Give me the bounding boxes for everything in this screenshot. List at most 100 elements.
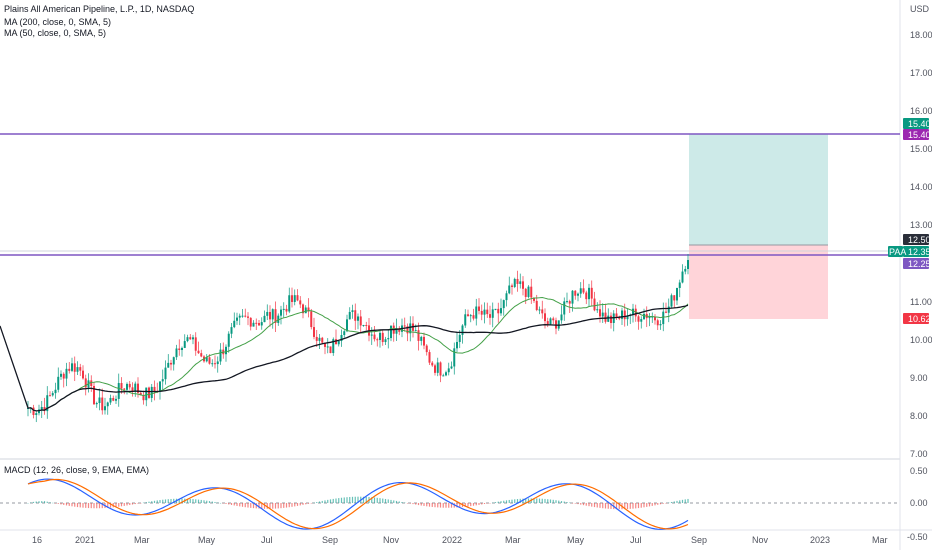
macd-bar xyxy=(409,503,411,504)
candle-body xyxy=(225,346,227,355)
candle-body xyxy=(280,309,282,316)
price-tag-resistance-lower: 12.25 xyxy=(903,258,931,269)
candle-body xyxy=(285,308,288,312)
candle-body xyxy=(68,368,71,371)
candle-body xyxy=(161,379,164,382)
macd-bar xyxy=(599,503,601,508)
macd-bar xyxy=(214,501,216,503)
candle-body xyxy=(236,317,238,321)
candle-body xyxy=(274,309,277,323)
candle-body xyxy=(505,293,508,301)
ma50-legend[interactable]: MA (50, close, 0, SMA, 5) xyxy=(4,28,107,38)
macd-bar xyxy=(115,503,117,508)
macd-bar xyxy=(280,503,282,509)
macd-bar xyxy=(203,500,205,503)
macd-bar xyxy=(283,503,285,508)
macd-bar xyxy=(294,503,296,507)
candle-body xyxy=(277,315,280,323)
macd-bar xyxy=(335,498,337,503)
macd-bar xyxy=(456,503,458,508)
macd-bar xyxy=(376,497,378,503)
candle-body xyxy=(439,362,442,376)
macd-bar xyxy=(404,502,406,504)
price-tick: 15.00 xyxy=(910,144,932,154)
candle-body xyxy=(370,334,373,336)
macd-bar xyxy=(170,498,172,503)
macd-bar xyxy=(38,501,40,503)
macd-bar xyxy=(148,501,150,503)
time-tick: 2022 xyxy=(442,535,462,545)
macd-bar xyxy=(181,498,183,503)
time-axis[interactable]: 16 2021 Mar May Jul Sep Nov 2022 Mar May… xyxy=(32,535,888,545)
macd-bar xyxy=(439,503,442,508)
ma50-line xyxy=(49,296,689,408)
macd-bar xyxy=(626,503,629,510)
macd-bar xyxy=(63,503,65,505)
candle-body xyxy=(563,301,566,315)
macd-bar xyxy=(489,503,491,504)
loss-zone[interactable] xyxy=(689,245,828,319)
macd-bar xyxy=(382,498,384,503)
candle-body xyxy=(101,397,104,411)
macd-bar xyxy=(101,503,103,509)
candle-body xyxy=(181,347,183,351)
macd-bar xyxy=(247,503,249,508)
candle-body xyxy=(183,341,186,348)
profit-zone[interactable] xyxy=(689,134,828,245)
price-tick: 16.00 xyxy=(910,106,932,116)
candle-body xyxy=(678,282,681,288)
chart-title[interactable]: Plains All American Pipeline, L.P., 1D, … xyxy=(4,4,195,14)
macd-bar xyxy=(222,503,224,504)
candle-body xyxy=(238,315,241,318)
candle-body xyxy=(546,321,549,325)
candle-body xyxy=(32,407,35,416)
candle-body xyxy=(681,271,684,283)
price-tag-entry: 12.50 xyxy=(903,234,931,245)
candle-body xyxy=(511,285,513,287)
macd-bar xyxy=(684,499,686,503)
macd-bar xyxy=(233,503,235,506)
macd-axis[interactable]: 0.50 0.00 -0.50 xyxy=(907,466,928,542)
macd-bar xyxy=(98,503,101,509)
macd-bar xyxy=(208,501,211,503)
candle-body xyxy=(346,319,348,332)
macd-bar xyxy=(142,502,145,504)
candle-body xyxy=(390,325,392,339)
candle-body xyxy=(601,312,604,317)
macd-bar xyxy=(423,503,425,506)
macd-legend[interactable]: MACD (12, 26, close, 9, EMA, EMA) xyxy=(4,465,150,475)
macd-bar xyxy=(566,502,568,503)
candle-body xyxy=(315,336,318,341)
signal-line xyxy=(27,478,689,530)
candle-body xyxy=(62,373,65,379)
candle-body xyxy=(71,363,73,371)
price-axis[interactable]: USD 18.00 17.00 16.00 15.00 14.00 13.00 … xyxy=(910,4,932,459)
macd-bar xyxy=(673,501,675,503)
candle-body xyxy=(159,381,161,392)
candle-body xyxy=(544,313,546,322)
ma200-legend[interactable]: MA (200, close, 0, SMA, 5) xyxy=(4,17,112,27)
candle-body xyxy=(186,337,189,342)
macd-bar xyxy=(362,496,365,503)
macd-bar xyxy=(87,503,90,509)
candle-body xyxy=(420,336,423,341)
macd-bar xyxy=(640,503,642,508)
price-tick: 10.00 xyxy=(910,335,932,345)
macd-bar xyxy=(486,503,488,504)
candle-body xyxy=(208,357,211,364)
macd-bar xyxy=(428,503,431,507)
macd-bar xyxy=(629,503,631,509)
macd-bar xyxy=(442,503,444,508)
macd-bar xyxy=(57,503,59,504)
macd-bar xyxy=(373,497,376,503)
macd-bar xyxy=(464,503,466,507)
macd-bar xyxy=(563,501,565,503)
svg-text:15.40: 15.40 xyxy=(908,130,931,140)
macd-bar xyxy=(140,503,142,504)
candle-body xyxy=(170,362,172,365)
candle-body xyxy=(54,389,57,394)
candle-body xyxy=(676,287,678,301)
candle-body xyxy=(373,334,376,340)
macd-bar xyxy=(610,503,612,509)
